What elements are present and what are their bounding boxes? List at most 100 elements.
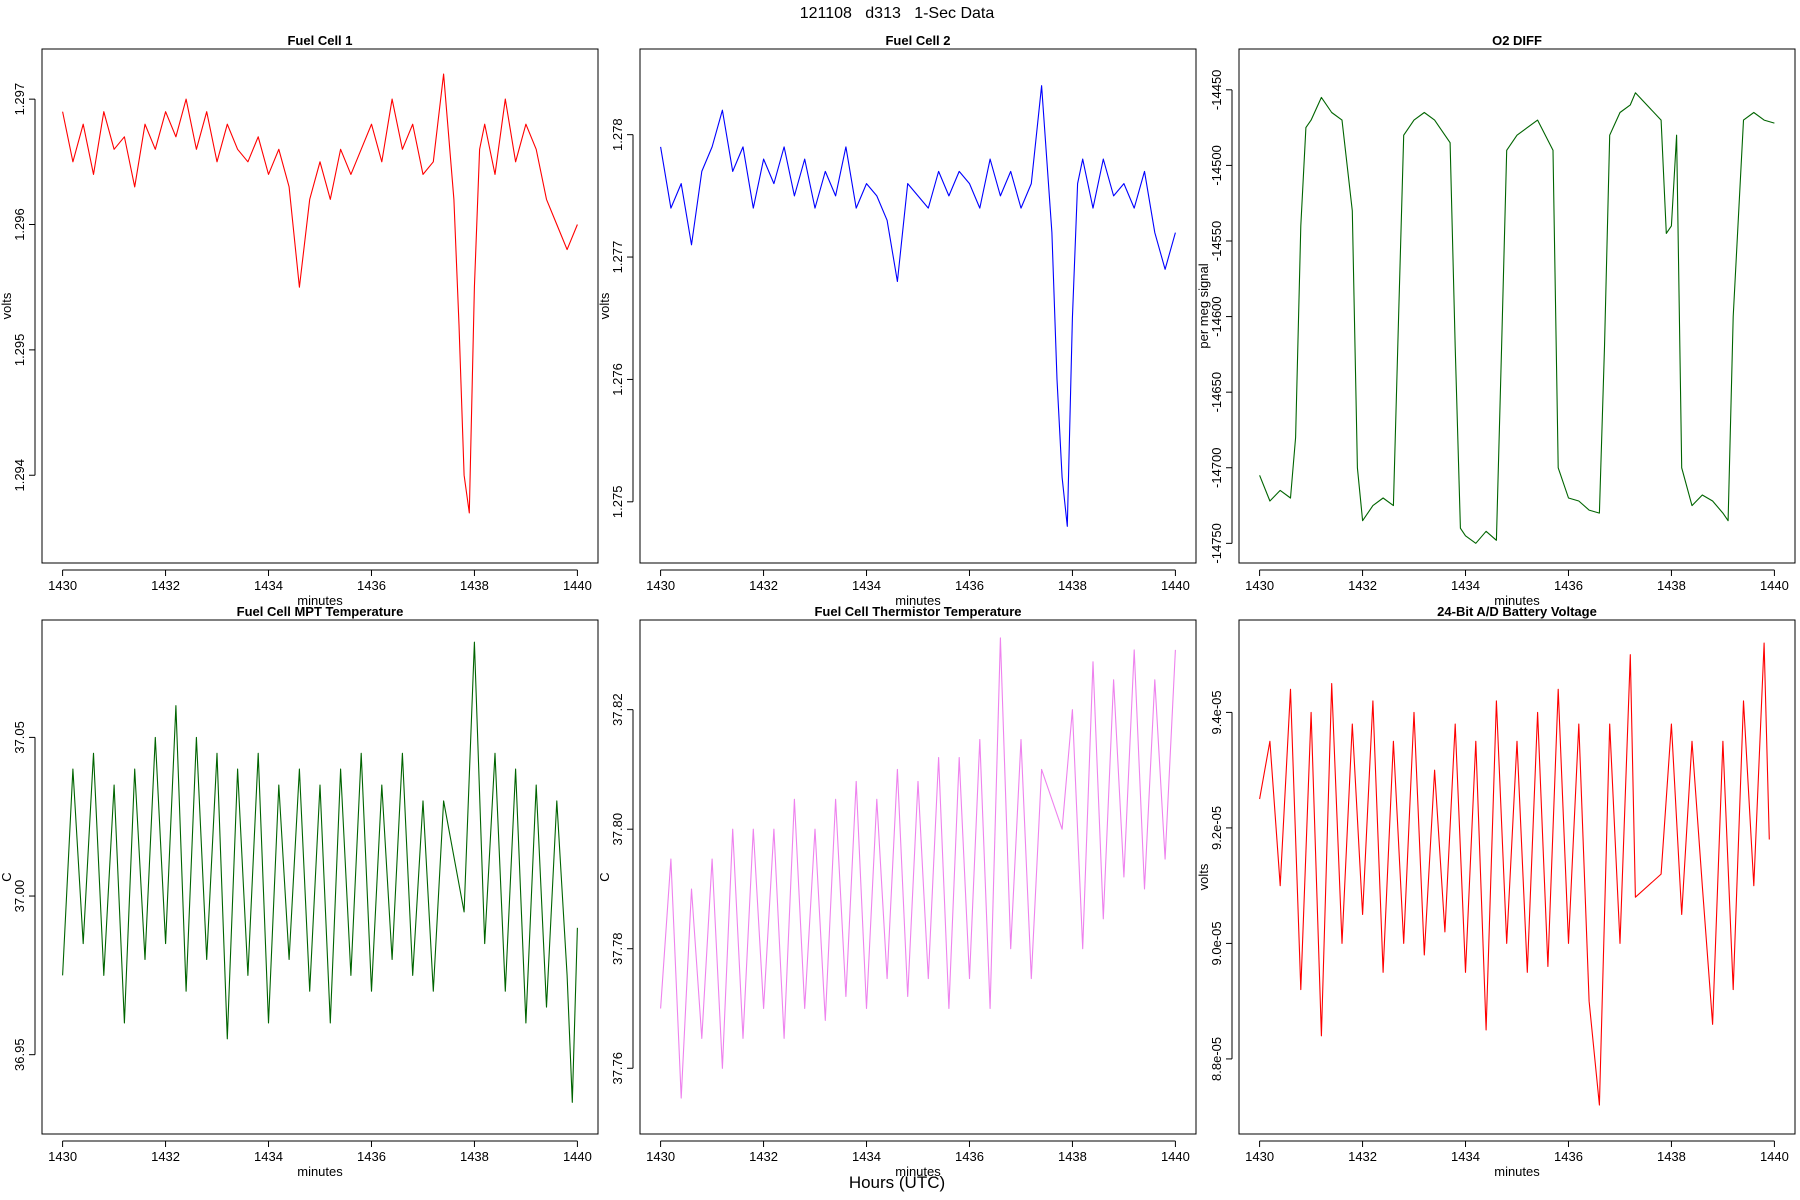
y-tick-label: 37.00 (12, 880, 27, 913)
y-tick-label: 9.2e-05 (1209, 806, 1224, 850)
x-tick-label: 1438 (460, 578, 489, 593)
plot-frame (1238, 48, 1796, 564)
x-tick-label: 1438 (1058, 1149, 1087, 1164)
y-tick-label: -14550 (1209, 221, 1224, 261)
x-tick-label: 1430 (646, 1149, 675, 1164)
x-tick-label: 1432 (151, 578, 180, 593)
panel-1: Fuel Cell 1 1430 1432 1434 1436 1438 1440 minut… (0, 33, 599, 608)
x-tick-label: 1430 (48, 578, 77, 593)
x-tick-label: 1432 (151, 1149, 180, 1164)
panel-title: Fuel Cell 1 (287, 33, 352, 48)
x-tick-label: 1434 (852, 1149, 881, 1164)
y-tick-label: 37.78 (610, 932, 625, 965)
y-tick-label: 36.95 (12, 1038, 27, 1071)
y-tick-label: 37.05 (12, 721, 27, 754)
panel-5: Fuel Cell Thermistor Temperature 1430 1432… (597, 604, 1197, 1179)
panel-2: Fuel Cell 2 1430 1432 1434 1436 1438 1440 minut… (597, 33, 1197, 608)
x-tick-label: 1430 (1245, 578, 1274, 593)
panel-4: Fuel Cell MPT Temperature 1430 1432 1434 143… (0, 604, 599, 1179)
plot-frame (639, 48, 1197, 564)
x-tick-label: 1434 (1451, 1149, 1480, 1164)
y-tick-label: 37.80 (610, 813, 625, 846)
series-line-1 (660, 637, 1176, 1099)
x-tick-label: 1436 (1554, 578, 1583, 593)
series-line-1 (1259, 92, 1775, 544)
plot-frame (1238, 619, 1796, 1135)
y-tick-label: 37.82 (610, 693, 625, 726)
y-tick-label: 9.0e-05 (1209, 921, 1224, 965)
x-tick-label: 1438 (460, 1149, 489, 1164)
x-tick-label: 1432 (1348, 578, 1377, 593)
x-tick-label: 1430 (646, 578, 675, 593)
panel-title: O2 DIFF (1492, 33, 1542, 48)
x-tick-label: 1440 (1161, 1149, 1190, 1164)
y-tick-label: 1.297 (12, 83, 27, 116)
y-tick-label: 1.294 (12, 459, 27, 492)
plot-frame (41, 619, 599, 1135)
y-tick-label: 1.277 (610, 241, 625, 274)
x-tick-label: 1430 (48, 1149, 77, 1164)
x-tick-label: 1438 (1058, 578, 1087, 593)
y-axis-label: volts (597, 292, 612, 319)
panels: Fuel Cell 1 1430 1432 1434 1436 1438 1440 minut… (0, 33, 1796, 1179)
x-tick-label: 1436 (955, 1149, 984, 1164)
x-tick-label: 1436 (357, 578, 386, 593)
y-tick-label: 9.4e-05 (1209, 690, 1224, 734)
series-line-1 (62, 641, 578, 1103)
y-tick-label: 1.278 (610, 118, 625, 151)
x-tick-label: 1436 (357, 1149, 386, 1164)
x-axis-label: minutes (895, 593, 941, 608)
panel-title: Fuel Cell 2 (885, 33, 950, 48)
figure-title: 121108 d313 1-Sec Data (800, 5, 995, 22)
y-tick-label: 8.8e-05 (1209, 1037, 1224, 1081)
x-tick-label: 1436 (1554, 1149, 1583, 1164)
x-axis-label: minutes (895, 1164, 941, 1179)
plot-frame (41, 48, 599, 564)
panel-title: Fuel Cell Thermistor Temperature (814, 604, 1021, 619)
x-tick-label: 1436 (955, 578, 984, 593)
panel-title: 24-Bit A/D Battery Voltage (1437, 604, 1597, 619)
y-tick-label: 1.275 (610, 486, 625, 519)
y-axis-label: C (0, 872, 14, 881)
series-line-1 (1259, 642, 1770, 1106)
x-tick-label: 1434 (254, 578, 283, 593)
y-tick-label: -14700 (1209, 448, 1224, 488)
x-tick-label: 1440 (563, 1149, 592, 1164)
x-tick-label: 1430 (1245, 1149, 1274, 1164)
x-tick-label: 1438 (1657, 578, 1686, 593)
y-tick-label: -14600 (1209, 296, 1224, 336)
y-tick-label: 1.296 (12, 208, 27, 241)
panel-6: 24-Bit A/D Battery Voltage 1430 1432 1434 14… (1196, 604, 1796, 1179)
y-tick-label: 1.295 (12, 334, 27, 367)
x-tick-label: 1432 (749, 1149, 778, 1164)
x-tick-label: 1432 (749, 578, 778, 593)
series-line-1 (660, 85, 1176, 527)
x-tick-label: 1440 (1760, 1149, 1789, 1164)
x-tick-label: 1432 (1348, 1149, 1377, 1164)
panel-title: Fuel Cell MPT Temperature (237, 604, 404, 619)
y-tick-label: -14450 (1209, 70, 1224, 110)
x-tick-label: 1440 (1760, 578, 1789, 593)
y-axis-label: C (597, 872, 612, 881)
x-tick-label: 1434 (852, 578, 881, 593)
x-tick-label: 1434 (1451, 578, 1480, 593)
y-tick-label: -14500 (1209, 145, 1224, 185)
x-tick-label: 1434 (254, 1149, 283, 1164)
x-tick-label: 1440 (563, 578, 592, 593)
y-tick-label: -14750 (1209, 523, 1224, 563)
figure-xlabel: Hours (UTC) (849, 1173, 945, 1192)
x-tick-label: 1438 (1657, 1149, 1686, 1164)
x-axis-label: minutes (297, 593, 343, 608)
panel-3: O2 DIFF 1430 1432 1434 1436 1438 1440 minutes -1… (1196, 33, 1796, 608)
y-axis-label: volts (1196, 863, 1211, 890)
plot-frame (639, 619, 1197, 1135)
y-tick-label: 1.276 (610, 363, 625, 396)
x-axis-label: minutes (297, 1164, 343, 1179)
x-tick-label: 1440 (1161, 578, 1190, 593)
y-tick-label: -14650 (1209, 372, 1224, 412)
x-axis-label: minutes (1494, 1164, 1540, 1179)
series-line-1 (62, 73, 578, 514)
x-axis-label: minutes (1494, 593, 1540, 608)
